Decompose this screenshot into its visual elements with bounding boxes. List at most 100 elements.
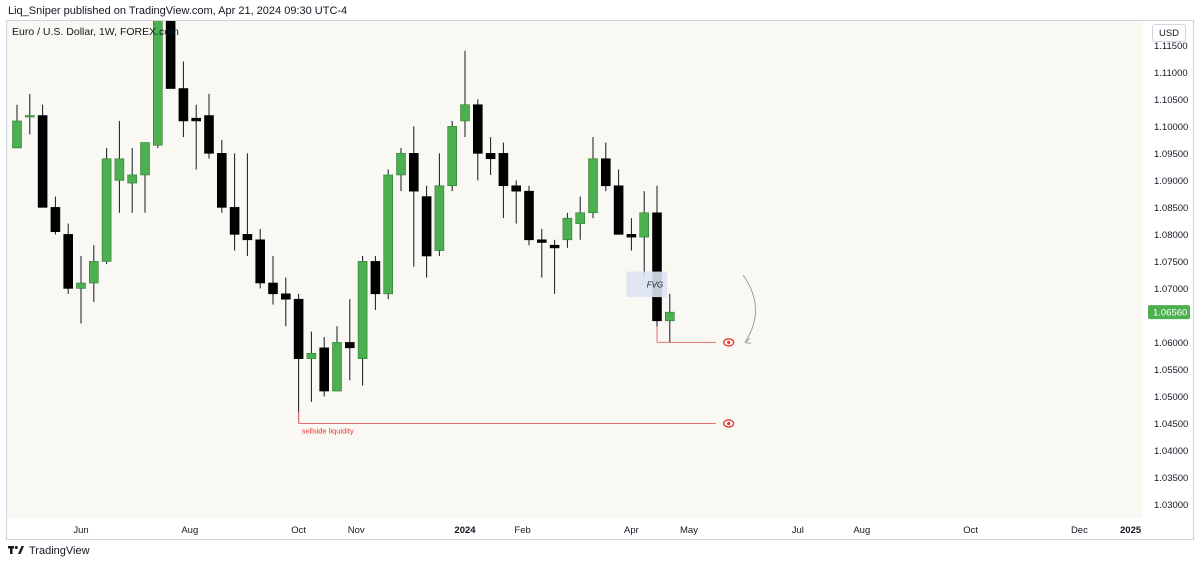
candle-body-up bbox=[396, 153, 406, 176]
candle-body-down bbox=[268, 282, 278, 295]
candle-body-down bbox=[472, 104, 483, 154]
candle-body-up bbox=[101, 158, 112, 262]
price-tick-label: 1.07000 bbox=[1154, 284, 1188, 295]
price-tick-label: 1.05500 bbox=[1154, 365, 1188, 376]
time-tick-label: Apr bbox=[624, 525, 639, 536]
currency-button[interactable]: USD bbox=[1152, 24, 1186, 42]
candle bbox=[472, 99, 483, 181]
candle-body-down bbox=[165, 21, 176, 89]
candle-body-down bbox=[421, 196, 432, 257]
price-tick-label: 1.09500 bbox=[1154, 149, 1188, 160]
time-axis: Jun Aug Oct Nov 2024 Feb Apr May Jul Aug Oct Dec 202… bbox=[73, 525, 1142, 536]
candle bbox=[204, 93, 214, 159]
candle bbox=[319, 337, 330, 397]
candle-body-up bbox=[460, 104, 470, 122]
candle bbox=[498, 142, 509, 219]
projection-arrowhead bbox=[744, 338, 752, 344]
candle bbox=[37, 104, 48, 208]
candle bbox=[293, 293, 304, 424]
candle-body-down bbox=[613, 185, 624, 235]
candle-body-up bbox=[12, 120, 22, 149]
candle bbox=[140, 142, 150, 213]
candle-body-down bbox=[408, 153, 419, 192]
candle-body-down bbox=[242, 234, 253, 241]
candle bbox=[306, 331, 317, 402]
candle bbox=[370, 255, 381, 311]
price-tick-label: 1.03500 bbox=[1154, 473, 1188, 484]
candle bbox=[626, 218, 637, 251]
candle bbox=[664, 293, 675, 343]
eye-outline bbox=[723, 419, 735, 428]
price-tick-label: 1.04500 bbox=[1154, 419, 1188, 430]
candle-body-up bbox=[575, 212, 586, 224]
plot-area[interactable] bbox=[7, 21, 1143, 518]
candle-body-down bbox=[178, 88, 189, 122]
candle-body-up bbox=[588, 158, 598, 214]
price-tick-label: 1.11000 bbox=[1154, 68, 1188, 79]
candle bbox=[434, 153, 445, 256]
candle-body-up bbox=[383, 174, 394, 295]
candle-body-down bbox=[536, 239, 547, 243]
publish-line: Liq_Sniper published on TradingView.com,… bbox=[8, 5, 348, 17]
candle bbox=[76, 255, 86, 324]
price-tick-label: 1.08000 bbox=[1154, 230, 1188, 241]
fvg-label: FVG bbox=[647, 280, 663, 289]
candle-body-down bbox=[626, 234, 637, 238]
current-price-label: 1.06560 bbox=[1153, 308, 1187, 319]
candle-body-up bbox=[153, 21, 163, 146]
candle bbox=[332, 326, 342, 392]
price-tick-label: 1.03000 bbox=[1154, 500, 1188, 511]
price-tick-label: 1.07500 bbox=[1154, 257, 1188, 268]
candle bbox=[242, 153, 253, 256]
candle bbox=[114, 120, 125, 213]
time-tick-label: May bbox=[680, 525, 698, 536]
candle-body-down bbox=[204, 115, 214, 154]
candle-body-up bbox=[447, 126, 458, 187]
candle-body-up bbox=[140, 142, 150, 176]
candle bbox=[50, 196, 61, 235]
candle-body-up bbox=[127, 174, 137, 184]
footer-brand[interactable]: TradingView bbox=[8, 544, 90, 558]
price-tick-label: 1.04000 bbox=[1154, 446, 1188, 457]
candle-body-down bbox=[191, 117, 201, 122]
candle bbox=[485, 137, 496, 175]
annotation-layer: FVG sellside liquidity bbox=[298, 271, 756, 435]
candle-body-up bbox=[639, 212, 650, 238]
candle-body-down bbox=[217, 153, 227, 208]
candle-body-up bbox=[24, 115, 35, 118]
price-tick-label: 1.10500 bbox=[1154, 95, 1188, 106]
price-tick-label: 1.06000 bbox=[1154, 338, 1188, 349]
candle-body-down bbox=[50, 207, 61, 232]
candle-body-down bbox=[511, 185, 522, 192]
candle bbox=[511, 180, 522, 224]
time-tick-label: Dec bbox=[1071, 525, 1088, 536]
price-tick-label: 1.05000 bbox=[1154, 392, 1188, 403]
symbol-title[interactable]: Euro / U.S. Dollar, 1W, FOREX.com bbox=[12, 26, 179, 38]
candle bbox=[191, 104, 201, 170]
candle bbox=[24, 93, 35, 135]
candle bbox=[447, 120, 458, 192]
candle-body-up bbox=[89, 261, 99, 284]
candle bbox=[127, 147, 137, 213]
time-tick-label: 2025 bbox=[1120, 525, 1142, 536]
candle-body-up bbox=[357, 261, 368, 359]
candle-body-down bbox=[63, 234, 74, 289]
candle-body-up bbox=[306, 352, 317, 359]
projection-arrow bbox=[742, 274, 756, 343]
time-tick-label: Feb bbox=[514, 525, 530, 536]
candle-body-down bbox=[370, 261, 381, 295]
candle bbox=[153, 21, 163, 148]
candle-body-down bbox=[255, 239, 265, 284]
eye-pupil bbox=[727, 421, 731, 426]
candle bbox=[12, 104, 22, 149]
candle bbox=[562, 212, 573, 248]
candle-body-down bbox=[524, 190, 534, 241]
candle-body-up bbox=[332, 342, 342, 392]
candle bbox=[421, 185, 432, 278]
target-eye-marker-icon bbox=[723, 338, 735, 347]
candle-body-down bbox=[498, 153, 509, 187]
candle bbox=[89, 245, 99, 302]
eye-pupil bbox=[727, 340, 731, 345]
liquidity-eye-marker-icon bbox=[723, 419, 735, 428]
